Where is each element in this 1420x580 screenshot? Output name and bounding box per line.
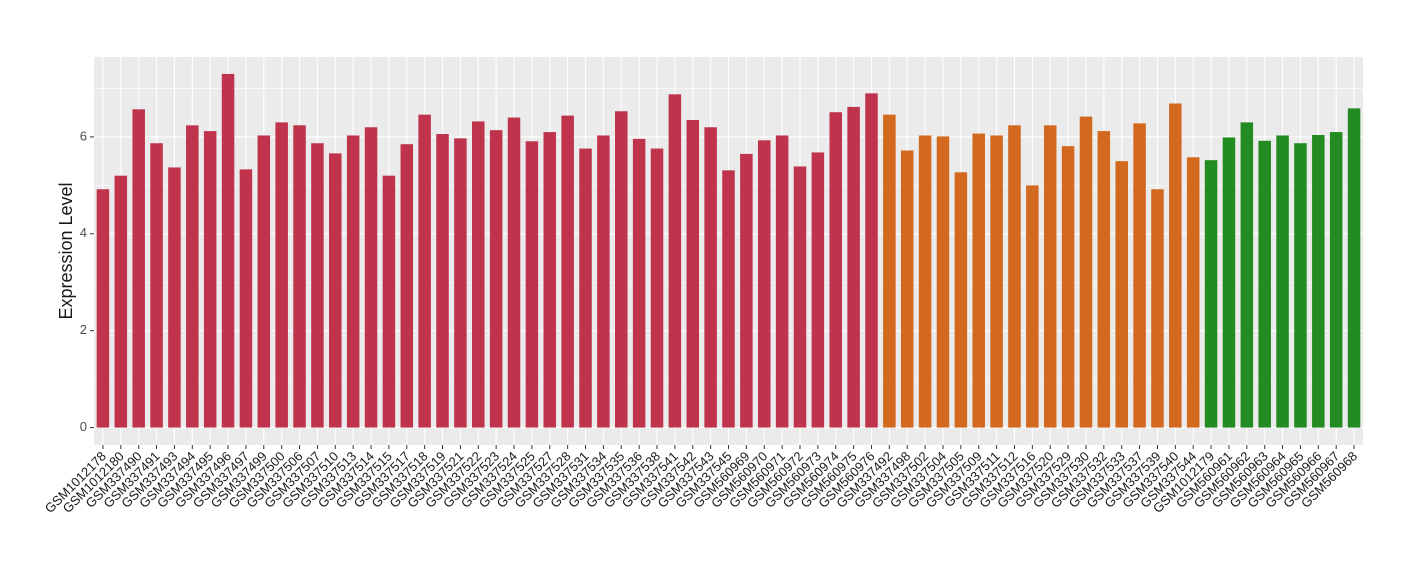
bar	[1169, 103, 1182, 428]
bar	[1329, 132, 1343, 428]
bar	[793, 166, 807, 428]
bar	[1204, 160, 1218, 428]
bar	[1258, 140, 1271, 428]
bar	[918, 135, 932, 428]
bar	[454, 138, 467, 428]
bar	[1008, 125, 1021, 428]
bar	[489, 130, 503, 428]
bar	[1115, 161, 1128, 428]
bar	[900, 150, 914, 428]
bar	[257, 135, 271, 428]
bar	[632, 138, 646, 428]
bar	[382, 175, 396, 428]
bar	[1312, 134, 1325, 428]
bar	[865, 93, 878, 428]
bar	[329, 153, 342, 428]
bar	[936, 136, 950, 428]
bar	[650, 148, 664, 428]
bar	[1079, 116, 1093, 428]
bar	[1133, 123, 1146, 428]
bar	[114, 175, 128, 428]
bar	[1151, 189, 1164, 428]
bar	[132, 109, 145, 428]
bar	[811, 152, 825, 428]
y-tick-label: 4	[80, 225, 87, 240]
bar	[668, 94, 682, 428]
bar	[543, 132, 557, 428]
bar	[757, 140, 771, 428]
bar	[597, 135, 610, 428]
bar	[150, 143, 163, 428]
bar	[1026, 185, 1039, 428]
bar	[883, 114, 896, 428]
bar	[990, 135, 1003, 428]
bar	[221, 73, 235, 428]
bar	[311, 143, 324, 428]
bar	[561, 115, 574, 428]
bar	[579, 148, 592, 428]
y-tick-label: 6	[80, 128, 87, 143]
bar	[96, 189, 110, 428]
bar	[418, 114, 431, 428]
bar	[275, 122, 288, 428]
bar	[1276, 135, 1289, 428]
bar	[954, 172, 968, 428]
bar	[293, 125, 306, 428]
bar	[1043, 125, 1057, 428]
bar	[722, 170, 735, 428]
bar	[1294, 143, 1307, 428]
y-tick-label: 0	[80, 419, 87, 434]
bar	[239, 169, 253, 428]
bar	[829, 112, 842, 428]
bar	[740, 153, 753, 428]
bar	[400, 144, 414, 428]
bar	[972, 133, 985, 428]
bar	[686, 119, 700, 428]
bar	[203, 131, 217, 428]
bar	[364, 127, 378, 428]
bar	[472, 121, 485, 428]
bar	[1186, 157, 1200, 428]
bar	[1097, 131, 1111, 428]
bar	[1240, 122, 1254, 428]
bar	[525, 141, 539, 428]
bar	[507, 117, 521, 428]
y-tick-label: 2	[80, 322, 87, 337]
bar	[1061, 146, 1075, 428]
bar	[1347, 108, 1361, 428]
bar	[775, 135, 789, 428]
bar	[704, 127, 717, 428]
bar	[847, 106, 860, 428]
bar	[168, 167, 181, 428]
y-axis-title: Expression Level	[56, 182, 76, 319]
bar	[1222, 137, 1236, 428]
bar	[346, 135, 360, 428]
bar	[186, 125, 199, 428]
bar	[436, 134, 449, 428]
bar	[615, 111, 628, 428]
